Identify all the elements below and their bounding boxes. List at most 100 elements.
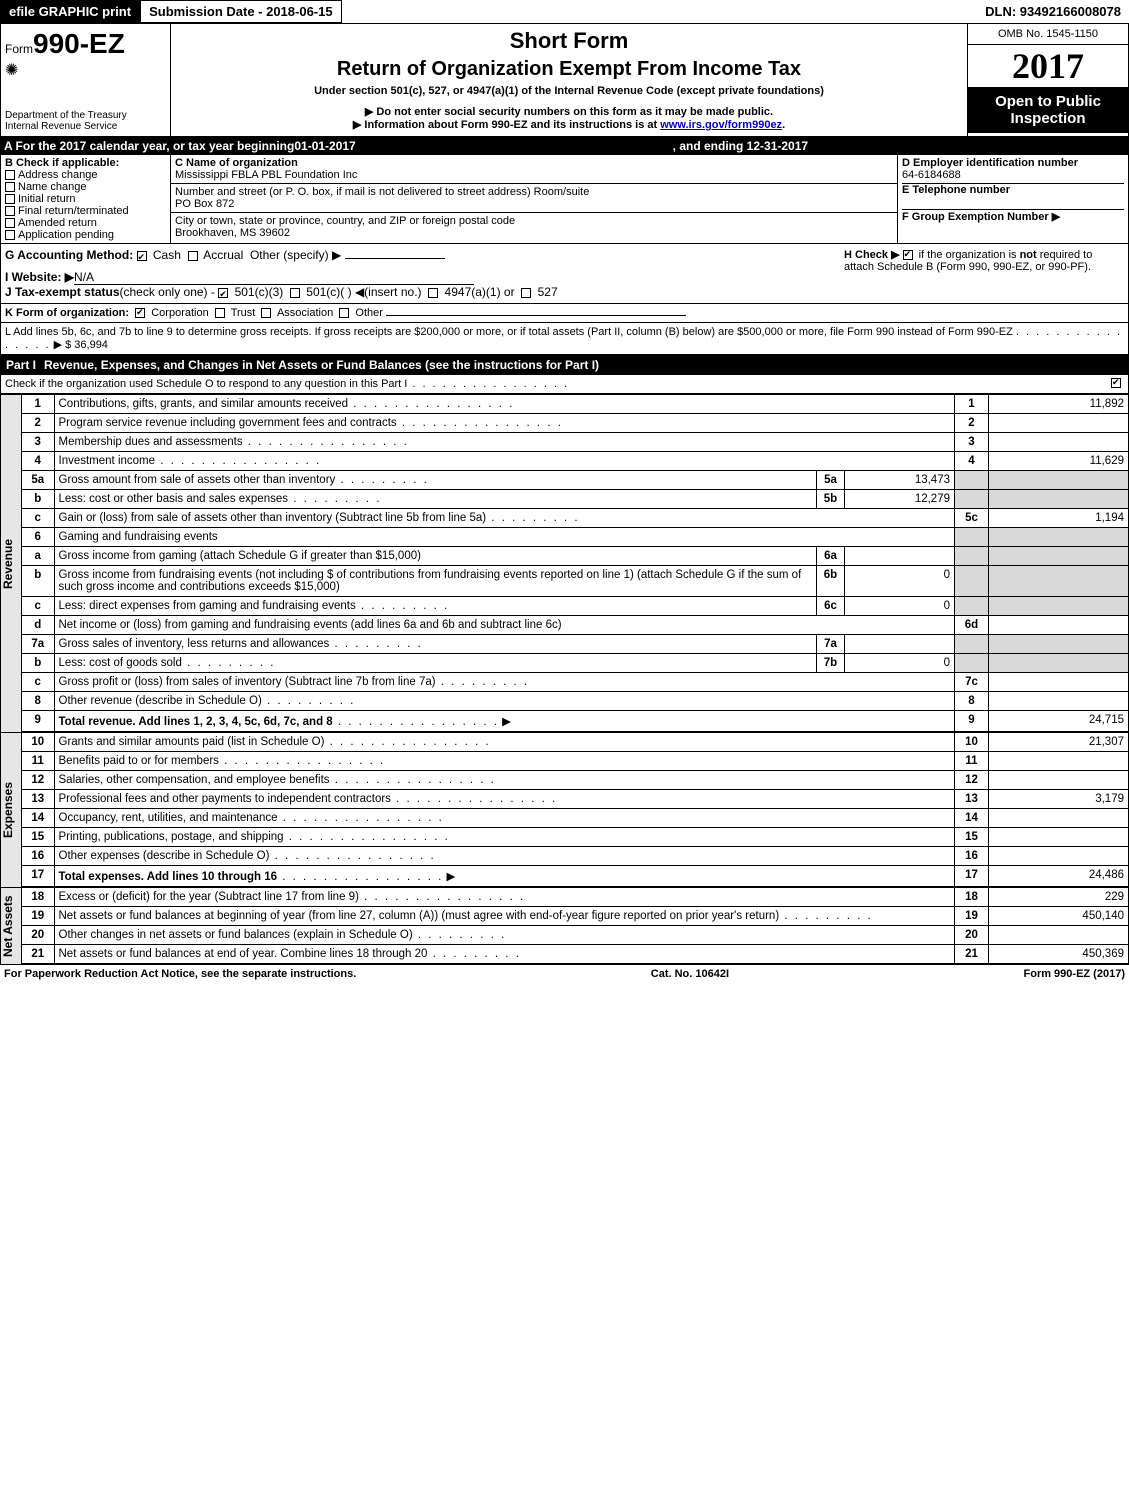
l15-amt	[989, 828, 1129, 847]
l11-n: 11	[22, 752, 54, 771]
g-other-blank[interactable]	[345, 258, 445, 259]
cb-501c[interactable]	[290, 288, 300, 298]
l6c-shade	[955, 597, 989, 616]
cb-corp[interactable]	[135, 308, 145, 318]
l18-n: 18	[22, 888, 54, 907]
cb-501c3[interactable]	[218, 288, 228, 298]
cb-app-pending[interactable]	[5, 230, 15, 240]
l6d-amt	[989, 616, 1129, 635]
line-13: 13Professional fees and other payments t…	[22, 790, 1129, 809]
l15-n: 15	[22, 828, 54, 847]
l18-amt: 229	[989, 888, 1129, 907]
l6a-shade2	[989, 547, 1129, 566]
cb-cash[interactable]	[137, 251, 147, 261]
dept-treasury: Department of the Treasury	[5, 110, 166, 121]
l2-col: 2	[955, 414, 989, 433]
org-street: PO Box 872	[175, 198, 893, 210]
cb-h-check[interactable]	[903, 250, 913, 260]
l6b-shade2	[989, 566, 1129, 597]
l19-col: 19	[955, 907, 989, 926]
k-corp: Corporation	[151, 307, 208, 319]
l12-n: 12	[22, 771, 54, 790]
efile-print-button[interactable]: efile GRAPHIC print	[0, 0, 140, 23]
part-1-check-text: Check if the organization used Schedule …	[5, 378, 1111, 390]
row-a-pre: A For the 2017 calendar year, or tax yea…	[4, 139, 294, 153]
row-h: H Check ▶ if the organization is not req…	[844, 248, 1124, 299]
l6c-n: c	[22, 597, 54, 616]
e-tel-label: E Telephone number	[902, 184, 1124, 196]
side-netassets: Net Assets	[0, 887, 22, 964]
l5b-n: b	[22, 490, 54, 509]
l21-n: 21	[22, 945, 54, 964]
l6-shade2	[989, 528, 1129, 547]
revenue-section: Revenue 1Contributions, gifts, grants, a…	[0, 394, 1129, 732]
footer-form-ref: Form 990-EZ (2017)	[1024, 968, 1125, 980]
tax-year: 2017	[968, 45, 1128, 87]
l15-d: Printing, publications, postage, and shi…	[59, 831, 450, 843]
cb-final-return-label: Final return/terminated	[18, 205, 129, 217]
row-gh: G Accounting Method: Cash Accrual Other …	[0, 244, 1129, 304]
g-label: G Accounting Method:	[5, 248, 133, 262]
revenue-table: 1Contributions, gifts, grants, and simil…	[22, 394, 1129, 732]
h-text: if the organization is	[919, 249, 1020, 261]
l3-col: 3	[955, 433, 989, 452]
cb-name-change[interactable]	[5, 182, 15, 192]
l17-n: 17	[22, 866, 54, 887]
l7b-mc: 7b	[817, 654, 845, 673]
l7c-d: Gross profit or (loss) from sales of inv…	[59, 676, 530, 688]
l11-amt	[989, 752, 1129, 771]
irs-link[interactable]: www.irs.gov/form990ez	[660, 119, 782, 131]
l4-n: 4	[22, 452, 54, 471]
l5a-mamt: 13,473	[845, 471, 955, 490]
cb-assoc[interactable]	[261, 308, 271, 318]
col-b-checkboxes: B Check if applicable: Address change Na…	[1, 155, 171, 243]
line-17: 17Total expenses. Add lines 10 through 1…	[22, 866, 1129, 887]
l6a-mc: 6a	[817, 547, 845, 566]
cb-final-return[interactable]	[5, 206, 15, 216]
i-label: I Website: ▶	[5, 270, 74, 284]
l9-amt: 24,715	[989, 711, 1129, 732]
form-header: Form990-EZ ✺ Department of the Treasury …	[0, 23, 1129, 137]
cb-other[interactable]	[339, 308, 349, 318]
j-text: (check only one) -	[120, 285, 219, 299]
l10-amt: 21,307	[989, 733, 1129, 752]
line-5b: bLess: cost or other basis and sales exp…	[22, 490, 1129, 509]
line-21: 21Net assets or fund balances at end of …	[22, 945, 1129, 964]
footer-cat-no: Cat. No. 10642I	[651, 968, 729, 980]
row-g: G Accounting Method: Cash Accrual Other …	[5, 248, 844, 299]
l21-col: 21	[955, 945, 989, 964]
row-a-end: 12-31-2017	[747, 139, 808, 153]
dln: DLN: 93492166008078	[977, 1, 1129, 22]
j-4947: 4947(a)(1) or	[445, 285, 515, 299]
l17-arrow: ▶	[447, 871, 456, 883]
line-19: 19Net assets or fund balances at beginni…	[22, 907, 1129, 926]
cb-527[interactable]	[521, 288, 531, 298]
l11-d: Benefits paid to or for members	[59, 755, 386, 767]
col-d-identifiers: D Employer identification number 64-6184…	[898, 155, 1128, 243]
cb-schedule-o[interactable]	[1111, 378, 1121, 388]
l14-col: 14	[955, 809, 989, 828]
cb-address-change[interactable]	[5, 170, 15, 180]
cb-accrual[interactable]	[188, 251, 198, 261]
l-text: L Add lines 5b, 6c, and 7b to line 9 to …	[5, 326, 1013, 338]
cb-amended-return[interactable]	[5, 218, 15, 228]
side-expenses: Expenses	[0, 732, 22, 887]
l20-n: 20	[22, 926, 54, 945]
form-990ez-page: efile GRAPHIC print Submission Date - 20…	[0, 0, 1129, 983]
cb-4947[interactable]	[428, 288, 438, 298]
k-assoc: Association	[277, 307, 333, 319]
l4-col: 4	[955, 452, 989, 471]
g-accrual: Accrual	[203, 248, 243, 262]
l7a-shade2	[989, 635, 1129, 654]
k-other-blank[interactable]	[386, 315, 686, 316]
cb-trust[interactable]	[215, 308, 225, 318]
e-tel	[902, 196, 1124, 210]
note-ssn: ▶ Do not enter social security numbers o…	[175, 105, 963, 118]
netassets-section: Net Assets 18Excess or (deficit) for the…	[0, 887, 1129, 964]
form-prefix: Form	[5, 42, 33, 56]
cb-initial-return[interactable]	[5, 194, 15, 204]
l4-amt: 11,629	[989, 452, 1129, 471]
l7b-shade	[955, 654, 989, 673]
l14-d: Occupancy, rent, utilities, and maintena…	[59, 812, 444, 824]
part-1-subtitle: (see the instructions for Part I)	[422, 358, 599, 372]
